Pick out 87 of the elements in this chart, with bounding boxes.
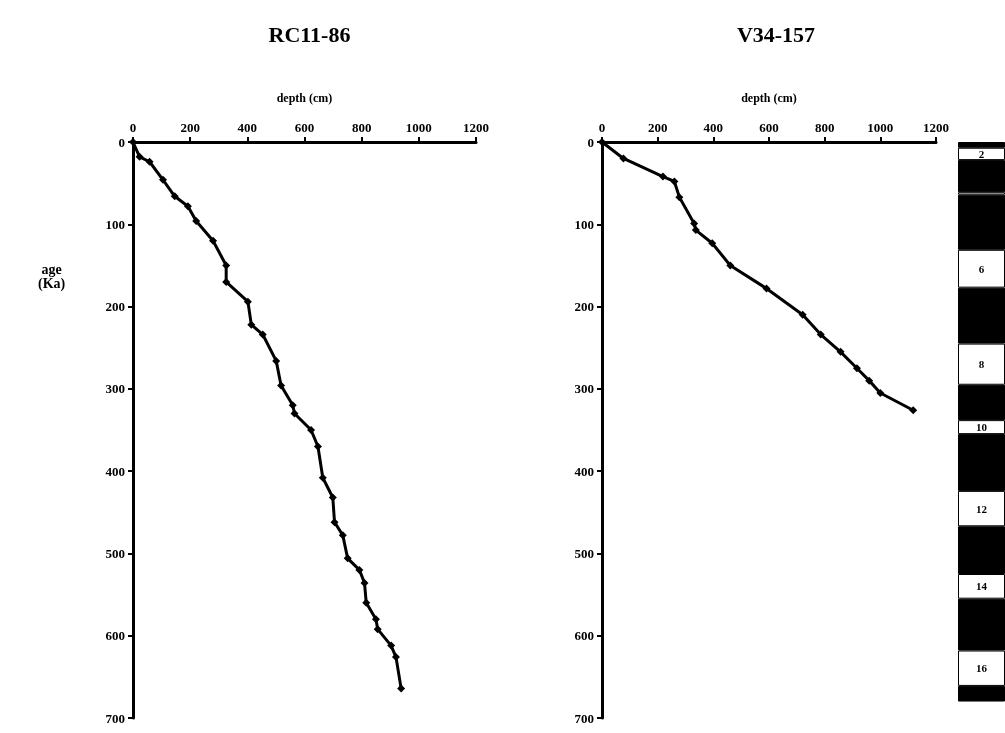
series-label: 10 — [976, 421, 988, 434]
x-tick-label: 0 — [598, 120, 606, 135]
point — [135, 152, 144, 161]
chart-title: RC11-86 — [268, 21, 351, 47]
y-tick-label: 400 — [574, 463, 594, 479]
point — [397, 684, 406, 693]
point — [373, 625, 382, 634]
point — [675, 193, 684, 202]
y-tick-label: 300 — [574, 381, 594, 397]
series-label: 16 — [976, 662, 988, 675]
point — [318, 473, 327, 482]
y-tick-label: 500 — [574, 545, 594, 561]
point — [159, 175, 168, 184]
x-axis-title: depth (cm) — [276, 91, 333, 105]
point — [209, 236, 218, 245]
series-label: 2 — [978, 147, 985, 160]
y-tick-label: 700 — [105, 710, 125, 726]
point — [865, 376, 874, 385]
point — [247, 320, 256, 329]
point — [330, 518, 339, 527]
point — [876, 388, 885, 397]
point — [362, 598, 371, 607]
point — [272, 356, 281, 365]
point — [222, 261, 231, 270]
point — [243, 297, 252, 306]
point — [338, 531, 347, 540]
point — [836, 347, 845, 356]
y-tick-label: 0 — [118, 134, 125, 150]
x-tick-label: 1200 — [463, 120, 489, 135]
y-tick-label: 400 — [105, 463, 125, 479]
x-tick-label: 200 — [180, 120, 200, 135]
x-tick-label: 800 — [814, 120, 835, 135]
point — [670, 177, 679, 186]
y-tick-label: 600 — [574, 628, 594, 644]
point — [355, 565, 364, 574]
point — [288, 401, 297, 410]
x-tick-label: 0 — [129, 120, 137, 135]
point — [852, 364, 861, 373]
y-tick-label: 600 — [105, 628, 125, 644]
point — [371, 615, 380, 624]
y-tick-label: 500 — [105, 545, 125, 561]
y-axis-title: age (Ka) — [38, 261, 66, 292]
y-tick-label: 100 — [105, 216, 125, 232]
point — [798, 310, 807, 319]
x-tick-label: 1000 — [867, 120, 894, 135]
point — [360, 579, 369, 588]
y-tick-label: 700 — [574, 710, 594, 726]
x-axis-title: depth (cm) — [741, 91, 797, 105]
x-tick-label: 200 — [647, 120, 668, 135]
point — [387, 641, 396, 650]
point — [192, 216, 201, 225]
point — [183, 202, 192, 211]
point — [258, 330, 267, 339]
series-label: 8 — [978, 358, 985, 371]
point — [313, 442, 322, 451]
y-tick-label: 100 — [574, 216, 594, 232]
point — [691, 226, 700, 235]
point — [726, 261, 735, 270]
x-tick-label: 600 — [759, 120, 779, 135]
y-tick-label: 200 — [574, 299, 594, 315]
x-tick-label: 800 — [351, 120, 372, 135]
point — [658, 172, 667, 181]
point — [690, 219, 699, 228]
point — [619, 154, 628, 163]
point — [145, 157, 154, 166]
point — [909, 406, 918, 415]
point — [170, 192, 179, 201]
y-tick-label: 0 — [587, 134, 594, 150]
point — [708, 239, 717, 248]
x-tick-label: 600 — [294, 120, 315, 135]
x-tick-label: 400 — [703, 120, 724, 135]
series-label: 14 — [976, 580, 988, 593]
x-tick-label: 1200 — [923, 120, 949, 135]
series-label: 6 — [978, 262, 985, 275]
x-tick-label: 1000 — [405, 120, 432, 135]
point — [277, 381, 286, 390]
point — [290, 409, 299, 418]
series-label: 12 — [976, 502, 988, 515]
point — [816, 330, 825, 339]
chart-title: V34-157 — [736, 21, 816, 47]
x-tick-label: 400 — [237, 120, 258, 135]
point — [307, 426, 316, 434]
point — [328, 493, 337, 502]
y-tick-label: 300 — [105, 381, 125, 397]
y-tick-label: 200 — [105, 299, 125, 315]
point — [343, 554, 352, 563]
point — [762, 284, 771, 293]
